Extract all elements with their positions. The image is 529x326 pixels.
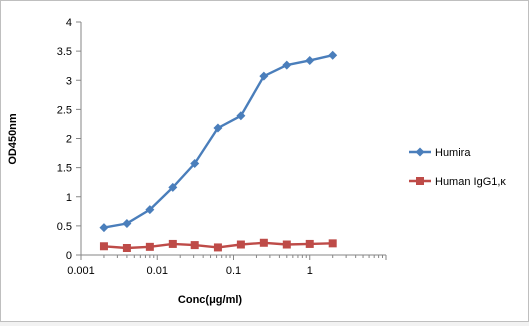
series-line (103, 54, 333, 229)
legend-entry: Humira (409, 147, 471, 159)
y-tick-label: 2 (66, 134, 72, 146)
data-point (259, 71, 269, 81)
data-point (259, 238, 268, 247)
line-chart: OD450nm Conc(μg/ml) 0 0.5 1 1.5 2 2.5 3 3.5 4 0.0… (7, 17, 506, 306)
legend: Humira Human IgG1,κ (409, 147, 506, 188)
data-point (168, 239, 177, 248)
series (99, 50, 338, 253)
data-point (99, 223, 109, 233)
data-point (305, 239, 314, 248)
x-axis-title: Conc(μg/ml) (178, 294, 243, 306)
x-tick-label: 0.001 (67, 265, 95, 277)
x-tick-label: 0.1 (226, 265, 241, 277)
series-0 (99, 50, 338, 233)
data-point (236, 111, 246, 121)
y-tick-label: 1.5 (57, 163, 72, 175)
y-axis-title: OD450nm (7, 113, 19, 165)
data-point (168, 182, 178, 192)
data-point (328, 50, 338, 60)
axes: OD450nm Conc(μg/ml) 0 0.5 1 1.5 2 2.5 3 3.5 4 0.0… (7, 17, 387, 306)
y-tick-label: 2.5 (57, 104, 72, 116)
data-point (282, 60, 292, 70)
legend-label: Human IgG1,κ (435, 176, 506, 188)
data-point (305, 55, 315, 65)
legend-marker (416, 177, 424, 185)
data-point (213, 243, 222, 252)
x-tick-label: 1 (307, 265, 313, 277)
y-tick-label: 1 (66, 192, 72, 204)
data-point (190, 159, 200, 169)
x-tick-label: 0.01 (147, 265, 168, 277)
data-point (122, 219, 132, 229)
y-tick-label: 0.5 (57, 221, 72, 233)
data-point (328, 239, 337, 248)
y-tick-label: 3 (66, 75, 72, 87)
legend-label: Humira (435, 147, 471, 159)
data-point (282, 240, 291, 249)
y-tick-label: 3.5 (57, 46, 72, 58)
legend-marker (415, 147, 425, 157)
data-point (145, 205, 155, 215)
data-point (99, 242, 108, 251)
data-point (236, 240, 245, 249)
series-1 (99, 238, 337, 253)
y-tick-label: 4 (66, 17, 72, 29)
data-point (122, 244, 131, 253)
data-point (190, 241, 199, 250)
data-point (145, 242, 154, 251)
data-point (213, 123, 223, 133)
legend-entry: Human IgG1,κ (409, 176, 506, 188)
y-tick-label: 0 (66, 250, 72, 262)
